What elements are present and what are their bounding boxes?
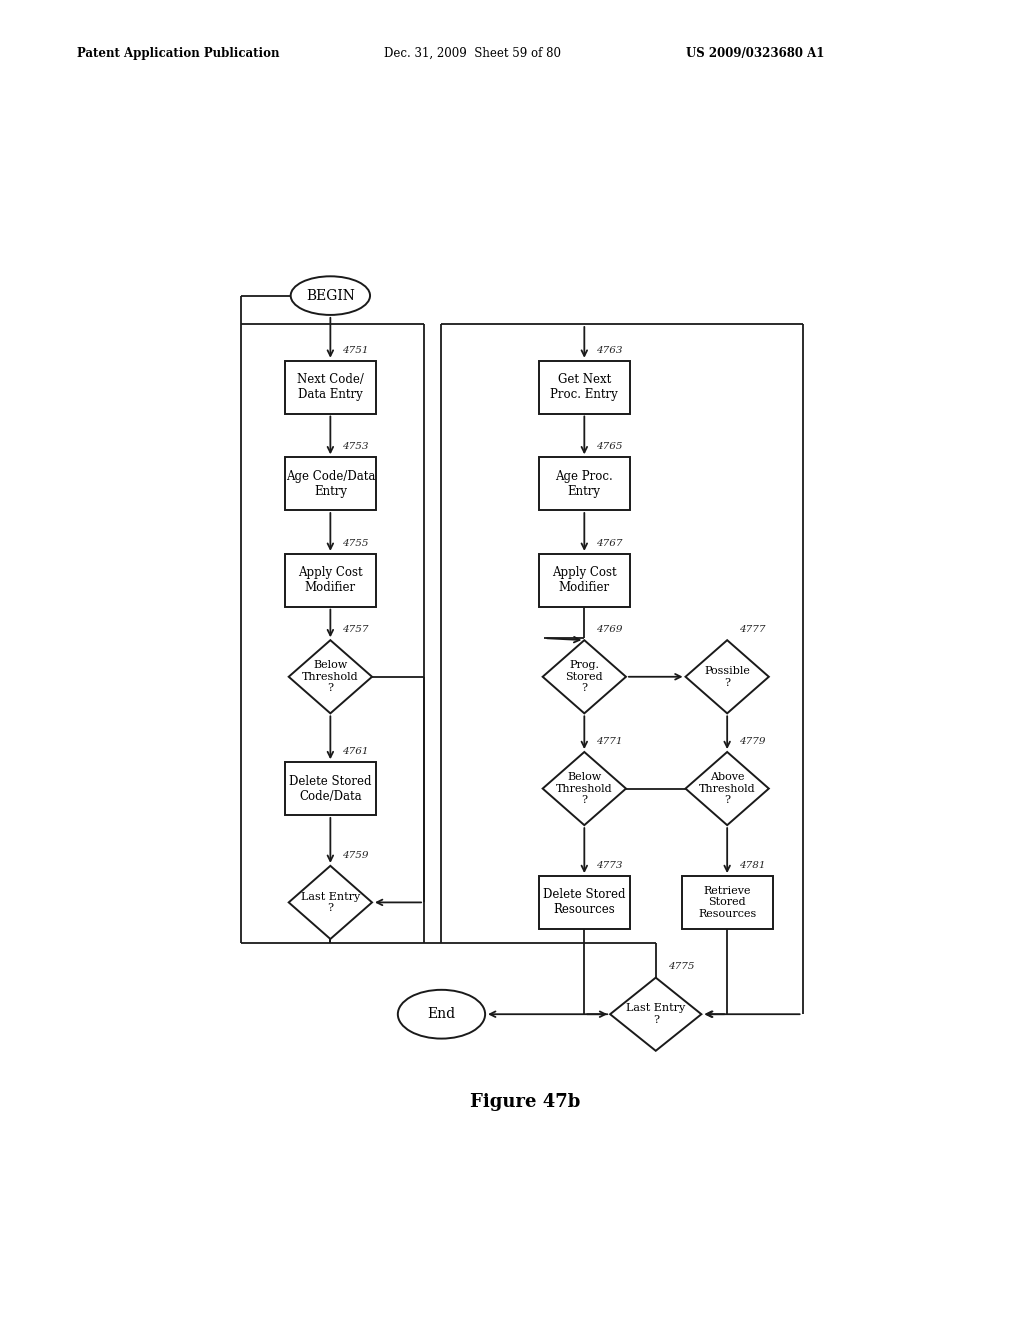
Text: 4763: 4763 <box>596 346 623 355</box>
Text: Age Proc.
Entry: Age Proc. Entry <box>555 470 613 498</box>
Text: 4755: 4755 <box>342 539 369 548</box>
Text: 4781: 4781 <box>739 861 766 870</box>
Text: End: End <box>427 1007 456 1022</box>
Text: Last Entry
?: Last Entry ? <box>626 1003 685 1026</box>
Text: Below
Threshold
?: Below Threshold ? <box>556 772 612 805</box>
Text: 4779: 4779 <box>739 737 766 746</box>
Text: Delete Stored
Code/Data: Delete Stored Code/Data <box>289 775 372 803</box>
Text: 4777: 4777 <box>739 626 766 634</box>
Text: 4769: 4769 <box>596 626 623 634</box>
Text: Below
Threshold
?: Below Threshold ? <box>302 660 358 693</box>
Text: 4773: 4773 <box>596 861 623 870</box>
Text: 4761: 4761 <box>342 747 369 756</box>
Text: Next Code/
Data Entry: Next Code/ Data Entry <box>297 374 364 401</box>
Text: Prog.
Stored
?: Prog. Stored ? <box>565 660 603 693</box>
Text: US 2009/0323680 A1: US 2009/0323680 A1 <box>686 46 824 59</box>
Text: 4759: 4759 <box>342 850 369 859</box>
Text: Dec. 31, 2009  Sheet 59 of 80: Dec. 31, 2009 Sheet 59 of 80 <box>384 46 561 59</box>
Text: 4765: 4765 <box>596 442 623 451</box>
Text: 4753: 4753 <box>342 442 369 451</box>
Text: Figure 47b: Figure 47b <box>470 1093 580 1110</box>
Text: Possible
?: Possible ? <box>705 667 751 688</box>
Text: Retrieve
Stored
Resources: Retrieve Stored Resources <box>698 886 757 919</box>
Text: BEGIN: BEGIN <box>306 289 354 302</box>
Text: Apply Cost
Modifier: Apply Cost Modifier <box>552 566 616 594</box>
Text: 4751: 4751 <box>342 346 369 355</box>
Text: Age Code/Data
Entry: Age Code/Data Entry <box>286 470 375 498</box>
Text: Last Entry
?: Last Entry ? <box>301 891 360 913</box>
Text: Get Next
Proc. Entry: Get Next Proc. Entry <box>551 374 618 401</box>
Text: Patent Application Publication: Patent Application Publication <box>77 46 280 59</box>
Text: 4775: 4775 <box>668 962 694 972</box>
Text: 4757: 4757 <box>342 626 369 634</box>
Text: 4771: 4771 <box>596 737 623 746</box>
Text: Above
Threshold
?: Above Threshold ? <box>698 772 756 805</box>
Text: Delete Stored
Resources: Delete Stored Resources <box>543 888 626 916</box>
Text: Apply Cost
Modifier: Apply Cost Modifier <box>298 566 362 594</box>
Text: 4767: 4767 <box>596 539 623 548</box>
